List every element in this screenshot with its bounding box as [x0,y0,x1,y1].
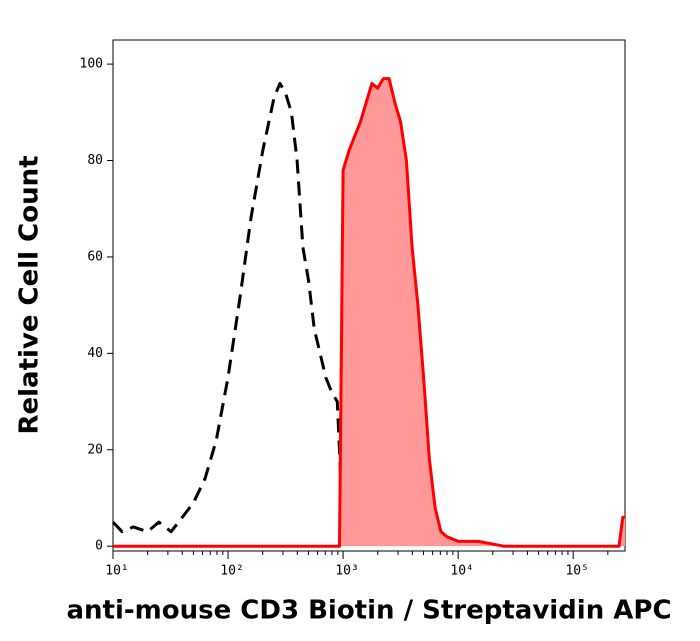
y-tick-label: 80 [87,153,103,168]
y-tick-label: 20 [87,442,103,457]
y-axis-title: Relative Cell Count [15,155,45,434]
x-tick-label: 10⁵ [565,564,588,579]
x-axis-title: anti-mouse CD3 Biotin / Streptavidin APC [66,596,671,626]
x-tick-label: 10¹ [105,564,128,579]
y-tick-label: 100 [80,57,103,72]
y-tick-label: 40 [87,346,103,361]
plot-frame [112,39,626,552]
y-tick-label: 0 [95,539,103,554]
series-line [111,81,345,547]
x-tick-label: 10² [220,564,243,579]
x-tick-label: 10³ [335,564,358,579]
x-tick-label: 10⁴ [450,564,473,579]
y-tick-label: 60 [87,249,103,264]
series-line [113,77,625,548]
series-area [113,78,625,547]
